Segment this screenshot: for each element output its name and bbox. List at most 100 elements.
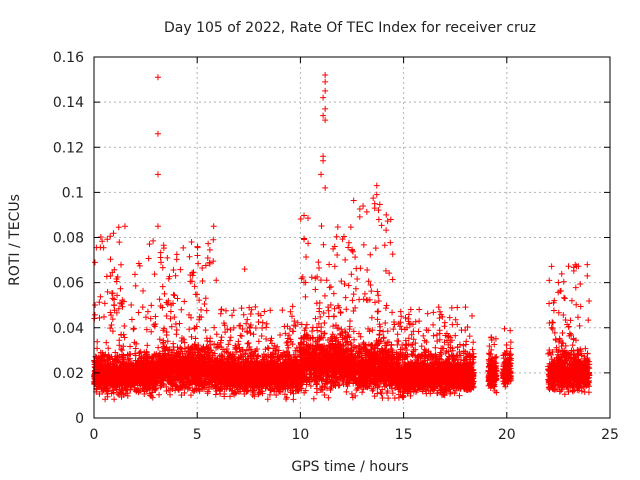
data-point: [146, 241, 153, 248]
data-point: [212, 391, 219, 398]
data-point: [160, 242, 167, 249]
data-point: [303, 321, 310, 328]
data-point: [252, 303, 259, 310]
data-point: [130, 326, 137, 333]
data-point: [107, 325, 114, 332]
data-point: [145, 255, 152, 262]
data-point: [307, 383, 314, 390]
data-point: [92, 301, 99, 308]
data-point: [348, 271, 355, 278]
data-point: [173, 251, 180, 258]
data-point: [226, 337, 233, 344]
data-point: [170, 266, 177, 273]
data-point: [198, 306, 205, 313]
data-point: [210, 258, 217, 265]
data-point: [176, 320, 183, 327]
y-axis-label: ROTI / TECUs: [7, 194, 23, 286]
data-point: [156, 336, 163, 343]
data-point: [186, 326, 193, 333]
data-point: [343, 388, 350, 395]
data-point: [91, 259, 98, 266]
data-point: [101, 300, 108, 307]
data-point: [302, 293, 309, 300]
data-point: [144, 342, 151, 349]
data-point: [97, 233, 104, 240]
data-point: [325, 394, 332, 401]
data-point: [163, 331, 170, 338]
data-point: [255, 318, 262, 325]
data-point: [155, 344, 162, 351]
data-point: [178, 306, 185, 313]
data-point: [342, 256, 349, 263]
data-point: [116, 337, 123, 344]
data-point: [128, 316, 135, 323]
data-point: [225, 341, 232, 348]
data-point: [205, 240, 212, 247]
data-point: [190, 269, 197, 276]
data-point: [202, 295, 209, 302]
data-point: [174, 295, 181, 302]
data-point: [94, 345, 101, 352]
data-point: [223, 346, 230, 353]
data-point: [235, 338, 242, 345]
data-point: [203, 307, 210, 314]
data-point: [289, 303, 296, 310]
data-point: [218, 334, 225, 341]
data-point: [213, 331, 220, 338]
data-point: [156, 296, 163, 303]
data-point: [240, 311, 247, 318]
data-point: [168, 323, 175, 330]
data-point: [103, 273, 110, 280]
data-point: [259, 319, 266, 326]
data-point: [263, 336, 270, 343]
data-point: [96, 299, 103, 306]
data-point: [194, 244, 201, 251]
data-point: [310, 395, 317, 402]
data-point: [159, 283, 166, 290]
data-point: [150, 237, 157, 244]
data-point: [206, 246, 213, 253]
data-point: [170, 340, 177, 347]
chart-title: Day 105 of 2022, Rate Of TEC Index for r…: [164, 20, 536, 36]
data-point: [340, 233, 347, 240]
data-point: [161, 290, 168, 297]
data-point: [255, 338, 262, 345]
data-point: [159, 264, 166, 271]
data-point: [167, 391, 174, 398]
data-point: [151, 271, 158, 278]
data-point: [103, 339, 110, 346]
data-point: [207, 335, 214, 342]
data-point: [218, 306, 225, 313]
data-point: [192, 291, 199, 298]
data-point: [201, 301, 208, 308]
data-point: [163, 312, 170, 319]
data-point: [171, 314, 178, 321]
data-point: [290, 396, 297, 403]
data-point: [167, 315, 174, 322]
data-point: [303, 253, 310, 260]
data-point: [101, 313, 108, 320]
data-point: [263, 320, 270, 327]
data-point: [265, 345, 272, 352]
data-point: [131, 271, 138, 278]
data-point: [222, 307, 229, 314]
data-point: [96, 314, 103, 321]
data-point: [177, 266, 184, 273]
data-point: [187, 278, 194, 285]
data-point: [180, 244, 187, 251]
data-point: [105, 345, 112, 352]
data-point: [100, 244, 107, 251]
data-point: [247, 311, 254, 318]
data-point: [181, 298, 188, 305]
data-point: [309, 328, 316, 335]
data-point: [170, 291, 177, 298]
data-point: [132, 282, 139, 289]
data-point: [104, 288, 111, 295]
data-point: [110, 230, 117, 237]
data-point: [195, 260, 202, 267]
data-point: [107, 233, 114, 240]
data-point: [109, 328, 116, 335]
data-point: [164, 301, 171, 308]
data-point: [108, 290, 115, 297]
